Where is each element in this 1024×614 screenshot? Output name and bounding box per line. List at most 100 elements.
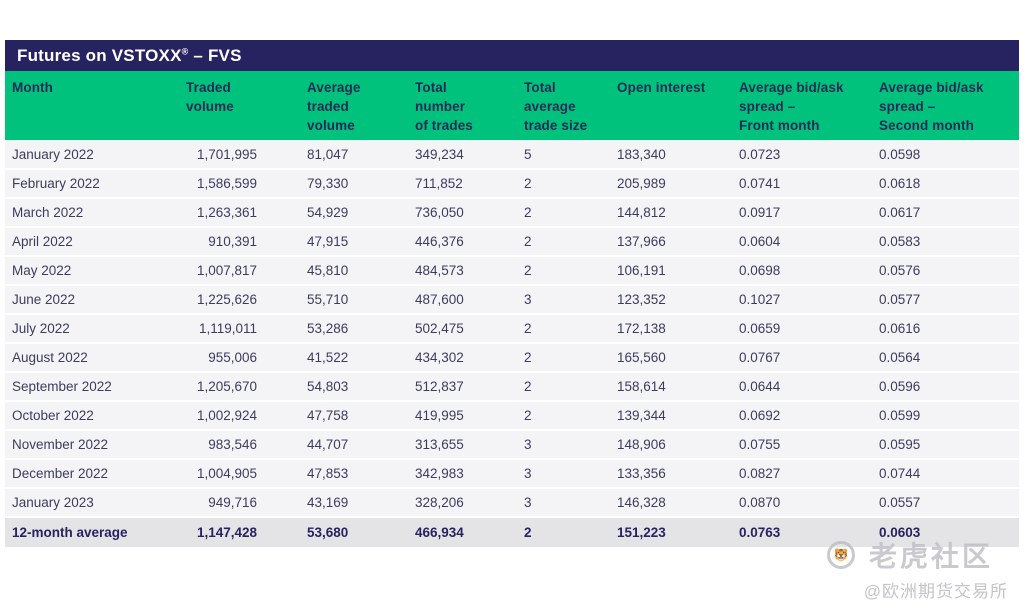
registered-trademark-symbol: ® (181, 46, 189, 57)
cell-total_average_trade_size: 2 (519, 227, 612, 257)
cell-total_average_trade_size: 2 (519, 517, 612, 547)
cell-total_number_of_trades: 313,655 (410, 430, 519, 460)
cell-average_traded_volume: 79,330 (302, 169, 410, 199)
cell-month: July 2022 (5, 314, 181, 344)
cell-average_traded_volume: 45,810 (302, 256, 410, 286)
cell-open_interest: 146,328 (612, 488, 734, 518)
cell-avg_bid_ask_spread_front_month: 0.0917 (734, 198, 874, 228)
table-row-12-month-average: 12-month average 1,147,428 53,680 466,934 2 1… (5, 517, 1019, 547)
cell-avg_bid_ask_spread_front_month: 0.0767 (734, 343, 874, 373)
cell-total_average_trade_size: 2 (519, 372, 612, 402)
cell-traded_volume: 1,586,599 (181, 169, 302, 199)
cell-open_interest: 139,344 (612, 401, 734, 431)
table-row: April 2022 910,391 47,915 446,376 2 137,966 0.… (5, 227, 1019, 257)
cell-average_traded_volume: 47,758 (302, 401, 410, 431)
cell-month: December 2022 (5, 459, 181, 489)
table-row: December 2022 1,004,905 47,853 342,983 3 133,… (5, 459, 1019, 489)
cell-average_traded_volume: 53,286 (302, 314, 410, 344)
table-row: January 2023 949,716 43,169 328,206 3 146,328… (5, 488, 1019, 518)
cell-traded_volume: 1,004,905 (181, 459, 302, 489)
cell-traded_volume: 1,119,011 (181, 314, 302, 344)
cell-open_interest: 151,223 (612, 517, 734, 547)
cell-total_average_trade_size: 3 (519, 488, 612, 518)
cell-total_number_of_trades: 502,475 (410, 314, 519, 344)
cell-avg_bid_ask_spread_front_month: 0.0692 (734, 401, 874, 431)
cell-avg_bid_ask_spread_front_month: 0.1027 (734, 285, 874, 315)
table-body: January 2022 1,701,995 81,047 349,234 5 183,3… (5, 140, 1019, 547)
column-header-average-traded-volume: Average traded volume (302, 71, 410, 140)
cell-month: August 2022 (5, 343, 181, 373)
cell-avg_bid_ask_spread_front_month: 0.0644 (734, 372, 874, 402)
cell-month: 12-month average (5, 517, 181, 547)
publisher-handle-watermark: @欧洲期货交易所 (863, 582, 1008, 601)
cell-avg_bid_ask_spread_second_month: 0.0557 (874, 488, 1019, 518)
column-header-total-number-of-trades: Total number of trades (410, 71, 519, 140)
cell-average_traded_volume: 81,047 (302, 140, 410, 170)
cell-total_average_trade_size: 2 (519, 169, 612, 199)
cell-avg_bid_ask_spread_front_month: 0.0763 (734, 517, 874, 547)
cell-total_number_of_trades: 446,376 (410, 227, 519, 257)
table-row: November 2022 983,546 44,707 313,655 3 148,90… (5, 430, 1019, 460)
column-header-avg-bid-ask-front-month: Average bid/ask spread – Front month (734, 71, 874, 140)
cell-traded_volume: 949,716 (181, 488, 302, 518)
table-row: October 2022 1,002,924 47,758 419,995 2 139,3… (5, 401, 1019, 431)
cell-avg_bid_ask_spread_second_month: 0.0595 (874, 430, 1019, 460)
table-row: August 2022 955,006 41,522 434,302 2 165,560 0… (5, 343, 1019, 373)
cell-average_traded_volume: 44,707 (302, 430, 410, 460)
cell-traded_volume: 955,006 (181, 343, 302, 373)
cell-avg_bid_ask_spread_front_month: 0.0604 (734, 227, 874, 257)
cell-avg_bid_ask_spread_front_month: 0.0870 (734, 488, 874, 518)
cell-total_number_of_trades: 466,934 (410, 517, 519, 547)
cell-average_traded_volume: 43,169 (302, 488, 410, 518)
cell-avg_bid_ask_spread_second_month: 0.0598 (874, 140, 1019, 170)
table-row: March 2022 1,263,361 54,929 736,050 2 144,812… (5, 198, 1019, 228)
cell-month: April 2022 (5, 227, 181, 257)
cell-average_traded_volume: 47,853 (302, 459, 410, 489)
table-title-bar: Futures on VSTOXX® – FVS (5, 40, 1019, 71)
cell-total_number_of_trades: 512,837 (410, 372, 519, 402)
cell-open_interest: 205,989 (612, 169, 734, 199)
cell-open_interest: 148,906 (612, 430, 734, 460)
cell-open_interest: 165,560 (612, 343, 734, 373)
cell-month: June 2022 (5, 285, 181, 315)
cell-open_interest: 172,138 (612, 314, 734, 344)
cell-open_interest: 133,356 (612, 459, 734, 489)
cell-open_interest: 123,352 (612, 285, 734, 315)
cell-total_number_of_trades: 419,995 (410, 401, 519, 431)
cell-avg_bid_ask_spread_front_month: 0.0698 (734, 256, 874, 286)
cell-avg_bid_ask_spread_second_month: 0.0564 (874, 343, 1019, 373)
cell-average_traded_volume: 55,710 (302, 285, 410, 315)
cell-avg_bid_ask_spread_second_month: 0.0616 (874, 314, 1019, 344)
cell-total_average_trade_size: 3 (519, 285, 612, 315)
cell-traded_volume: 1,701,995 (181, 140, 302, 170)
cell-month: September 2022 (5, 372, 181, 402)
cell-avg_bid_ask_spread_second_month: 0.0599 (874, 401, 1019, 431)
cell-avg_bid_ask_spread_second_month: 0.0583 (874, 227, 1019, 257)
cell-average_traded_volume: 41,522 (302, 343, 410, 373)
cell-traded_volume: 1,002,924 (181, 401, 302, 431)
cell-avg_bid_ask_spread_front_month: 0.0723 (734, 140, 874, 170)
cell-traded_volume: 1,147,428 (181, 517, 302, 547)
table-title-suffix: – FVS (188, 46, 242, 65)
futures-table-panel: Futures on VSTOXX® – FVS Month Traded vo… (5, 40, 1019, 547)
cell-total_number_of_trades: 349,234 (410, 140, 519, 170)
cell-open_interest: 158,614 (612, 372, 734, 402)
cell-total_average_trade_size: 3 (519, 459, 612, 489)
cell-average_traded_volume: 53,680 (302, 517, 410, 547)
cell-month: February 2022 (5, 169, 181, 199)
cell-open_interest: 137,966 (612, 227, 734, 257)
cell-total_number_of_trades: 342,983 (410, 459, 519, 489)
cell-month: November 2022 (5, 430, 181, 460)
cell-avg_bid_ask_spread_second_month: 0.0603 (874, 517, 1019, 547)
cell-month: January 2023 (5, 488, 181, 518)
cell-average_traded_volume: 54,803 (302, 372, 410, 402)
cell-month: October 2022 (5, 401, 181, 431)
cell-avg_bid_ask_spread_front_month: 0.0741 (734, 169, 874, 199)
futures-statistics-table: Month Traded volume Average traded volum… (5, 71, 1019, 547)
cell-avg_bid_ask_spread_front_month: 0.0659 (734, 314, 874, 344)
table-row: February 2022 1,586,599 79,330 711,852 2 205,… (5, 169, 1019, 199)
cell-total_average_trade_size: 2 (519, 256, 612, 286)
column-header-open-interest: Open interest (612, 71, 734, 140)
table-title-prefix: Futures on VSTOXX (17, 46, 182, 65)
